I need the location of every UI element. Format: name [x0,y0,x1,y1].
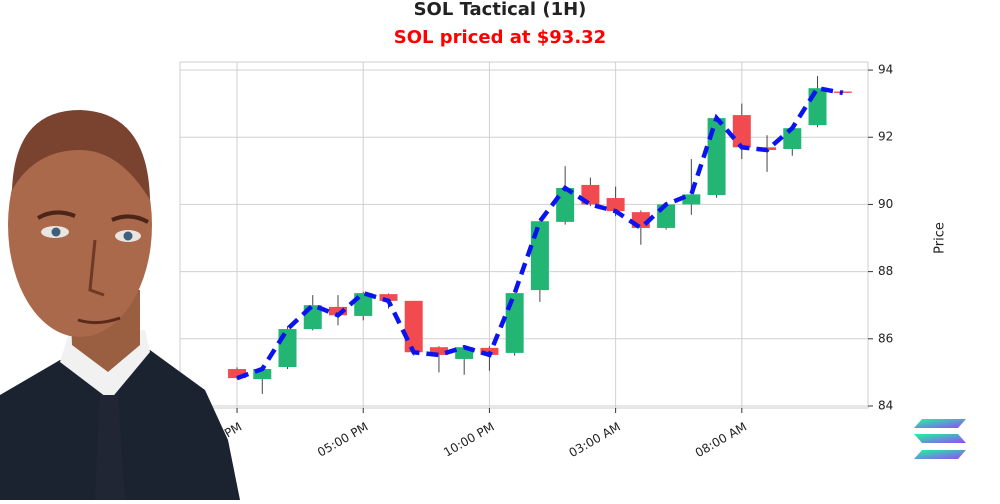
candle-body [253,369,272,380]
portrait [0,110,240,500]
solana-logo [914,419,966,459]
candle-body [732,115,751,148]
x-tick-label: 10:00 PM [441,420,496,460]
head [8,113,152,337]
y-tick-label: 88 [878,264,893,278]
candle-body [228,369,247,379]
y-tick-label: 86 [878,331,893,345]
logo-bar [914,450,966,459]
brow-right [111,214,149,224]
mouth [77,316,121,325]
candle-body [278,329,297,368]
brow-left [36,210,76,220]
candle-body [682,194,701,205]
candle-body [328,306,347,316]
y-tick-label: 84 [878,398,893,412]
iris-left [51,227,61,237]
candle-body [429,347,448,355]
logo-bar [914,419,966,428]
candle-body [404,300,423,353]
chart-subtitle: SOL priced at $93.32 [394,27,606,48]
scalp [12,110,150,200]
y-tick-label: 92 [878,130,893,144]
tie [95,395,125,500]
candle-body [606,198,625,212]
logo-bar [914,434,966,443]
nose [88,239,105,297]
close-line [236,85,844,381]
candle-body [505,293,524,353]
candle-body [783,128,802,150]
x-tick-label: 05:00 PM [315,420,370,460]
candle-body [808,88,827,126]
candle-body [707,118,726,196]
candle-body [379,294,398,301]
plot-frame [179,61,869,409]
candle-body [530,221,549,291]
y-axis-label: Price [933,222,948,254]
chart-title: SOL Tactical (1H) [414,0,587,20]
x-tick-label: 03:00 AM [567,420,623,461]
iris-right [123,231,133,241]
x-tick-label: 08:00 AM [693,420,749,461]
y-tick-label: 90 [878,197,893,211]
candle-body [556,187,575,222]
y-tick-label: 94 [878,63,893,77]
candle-body [455,347,474,359]
